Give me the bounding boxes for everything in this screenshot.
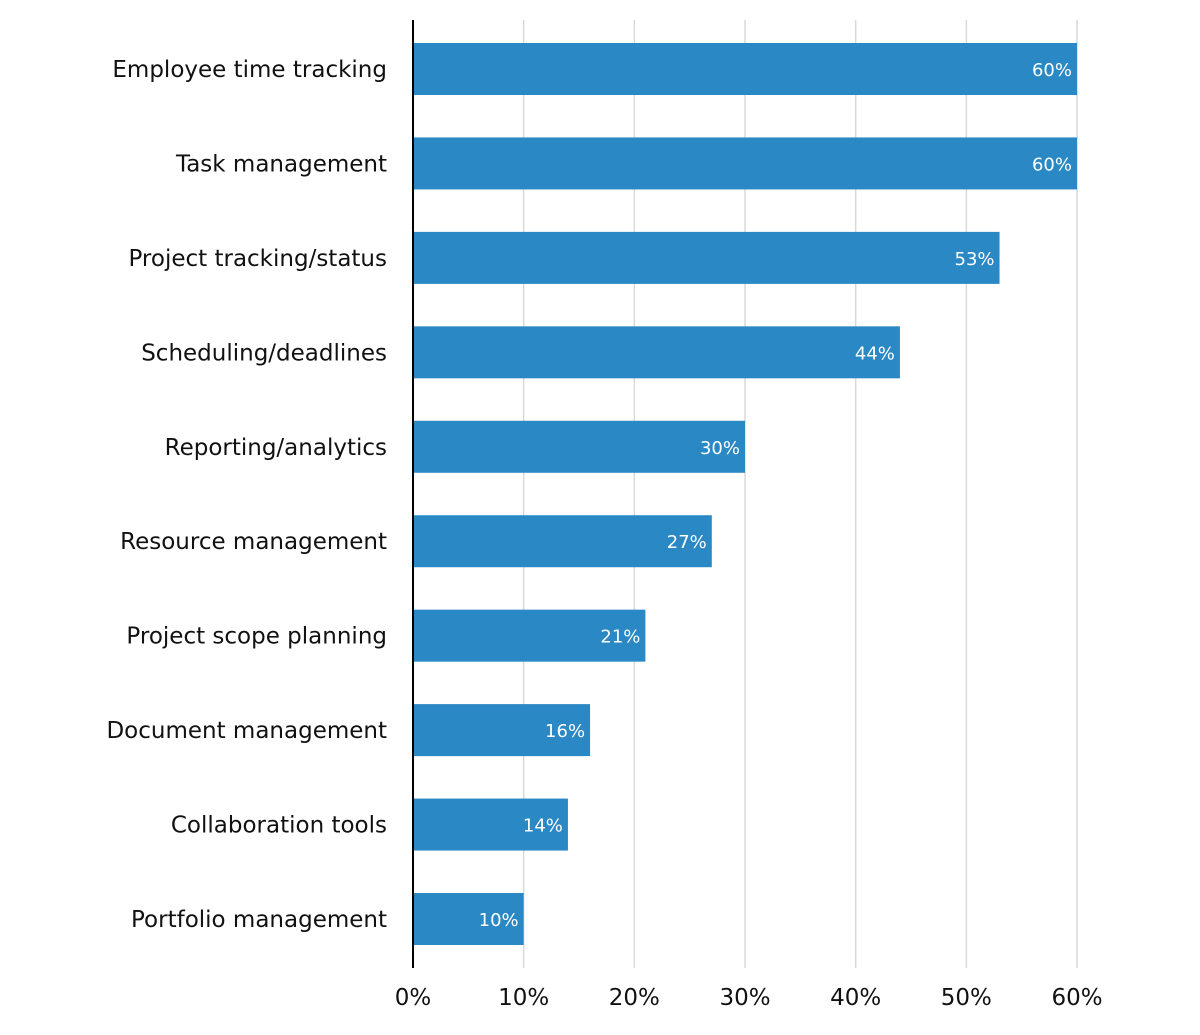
category-label: Reporting/analytics — [165, 435, 387, 461]
category-label: Scheduling/deadlines — [141, 340, 387, 366]
data-labels: 60% 60% 53% 44% 30% 27% 21% 16% 14% 10% — [479, 60, 1072, 931]
bar — [413, 515, 712, 568]
category-label: Project tracking/status — [128, 246, 387, 272]
data-label: 30% — [700, 438, 740, 459]
category-labels: Employee time tracking Task management Pro… — [106, 57, 387, 933]
bar — [413, 420, 745, 473]
data-label: 44% — [855, 343, 895, 364]
x-tick-label: 20% — [609, 985, 660, 1011]
data-label: 60% — [1032, 60, 1072, 81]
category-label: Resource management — [120, 529, 387, 555]
category-label: Employee time tracking — [112, 57, 387, 83]
bar — [413, 609, 646, 662]
data-label: 60% — [1032, 154, 1072, 175]
bar — [413, 704, 591, 757]
x-tick-label: 40% — [830, 985, 881, 1011]
bars — [413, 43, 1077, 945]
category-label: Document management — [106, 718, 387, 744]
category-label: Task management — [175, 151, 387, 177]
bar — [413, 43, 1077, 95]
category-label: Project scope planning — [126, 624, 387, 650]
x-axis-tick-labels: 0% 10% 20% 30% 40% 50% 60% — [395, 985, 1103, 1011]
x-tick-label: 50% — [941, 985, 992, 1011]
category-label: Collaboration tools — [171, 813, 387, 839]
x-tick-label: 10% — [498, 985, 549, 1011]
data-label: 10% — [479, 910, 519, 931]
data-label: 14% — [523, 816, 563, 837]
x-tick-label: 30% — [719, 985, 770, 1011]
bar — [413, 798, 568, 851]
data-label: 16% — [545, 721, 585, 742]
data-label: 53% — [955, 249, 995, 270]
data-label: 27% — [667, 532, 707, 553]
x-tick-label: 60% — [1051, 985, 1102, 1011]
bar — [413, 893, 524, 945]
data-label: 21% — [600, 627, 640, 648]
bar — [413, 231, 1000, 284]
x-tick-label: 0% — [395, 985, 432, 1011]
category-label: Portfolio management — [131, 907, 387, 933]
bar — [413, 137, 1077, 190]
bar — [413, 326, 900, 379]
